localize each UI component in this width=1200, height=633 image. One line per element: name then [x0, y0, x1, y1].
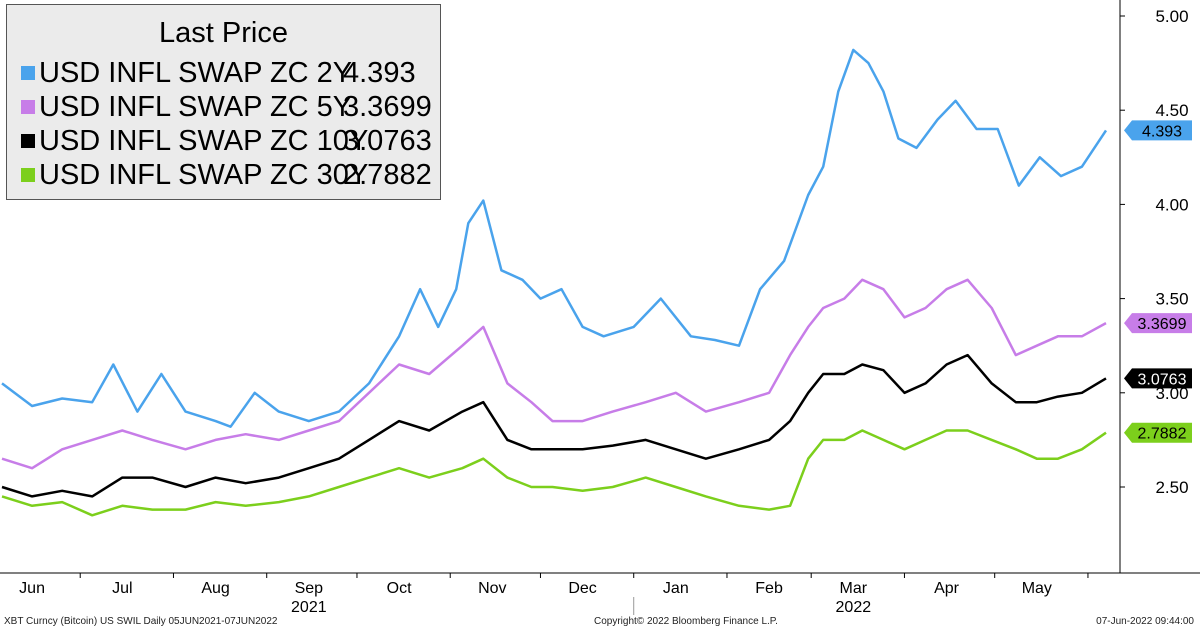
last-value-label: 4.393 [1142, 123, 1182, 140]
legend-name-2y: USD INFL SWAP ZC 2Y [39, 57, 353, 89]
series-line-0 [1, 48, 1108, 428]
x-tick-label: Jan [663, 580, 689, 597]
legend-name-5y: USD INFL SWAP ZC 5Y [39, 91, 353, 123]
legend-name-10y: USD INFL SWAP ZC 10Y [39, 125, 369, 157]
x-tick-label: Aug [201, 580, 229, 597]
legend-box: Last Price USD INFL SWAP ZC 2Y4.393 USD … [6, 4, 441, 200]
legend-swatch-30y [21, 168, 35, 182]
x-tick-label: Jul [112, 580, 132, 597]
y-tick-label: 3.50 [1155, 290, 1188, 309]
last-value-label: 3.3699 [1138, 316, 1187, 333]
footer-source: XBT Curncy (Bitcoin) US SWIL Daily 05JUN… [4, 616, 278, 627]
legend-item-30y: USD INFL SWAP ZC 30Y2.7882 [21, 159, 432, 193]
y-tick-label: 3.00 [1155, 384, 1188, 403]
last-value-tag [1124, 313, 1192, 334]
footer-timestamp: 07-Jun-2022 09:44:00 [1096, 616, 1194, 627]
legend-value-5y: 3.3699 [343, 91, 432, 123]
legend-value-30y: 2.7882 [343, 159, 432, 191]
last-value-tag [1124, 422, 1192, 443]
x-tick-label: Apr [934, 580, 960, 597]
y-tick-label: 5.00 [1155, 7, 1188, 26]
legend-value-2y: 4.393 [343, 57, 416, 89]
last-value-label: 3.0763 [1138, 371, 1187, 388]
series-line-1 [1, 278, 1107, 470]
year-label: 2021 [291, 599, 327, 616]
series-line-3 [1, 429, 1107, 517]
x-tick-label: Feb [755, 580, 783, 597]
last-value-tag [1124, 368, 1192, 389]
last-value-label: 2.7882 [1138, 426, 1187, 443]
footer-copyright: Copyright© 2022 Bloomberg Finance L.P. [594, 616, 778, 627]
legend-item-10y: USD INFL SWAP ZC 10Y3.0763 [21, 125, 432, 159]
y-tick-label: 4.00 [1155, 195, 1188, 214]
x-tick-label: Mar [840, 580, 868, 597]
legend-swatch-2y [21, 66, 35, 80]
last-value-labels: 4.393 3.3699 3.0763 2.7882 [1124, 120, 1192, 443]
x-axis: Jun Jul Aug Sep Oct Nov Dec Jan Feb Mar Apr May 2021… [0, 572, 1200, 616]
x-tick-label: Oct [387, 580, 412, 597]
x-tick-label: Dec [568, 580, 596, 597]
legend-item-2y: USD INFL SWAP ZC 2Y4.393 [21, 57, 416, 91]
x-tick-label: Nov [478, 580, 506, 597]
legend-swatch-5y [21, 100, 35, 114]
legend-value-10y: 3.0763 [343, 125, 432, 157]
legend-title: Last Price [159, 17, 288, 49]
x-tick-label: Jun [19, 580, 45, 597]
y-tick-label: 4.50 [1155, 101, 1188, 120]
x-tick-label: Sep [295, 580, 324, 597]
legend-item-5y: USD INFL SWAP ZC 5Y3.3699 [21, 91, 432, 125]
y-axis: 5.00 4.50 4.00 3.50 3.00 2.50 [1119, 0, 1189, 573]
legend-swatch-10y [21, 134, 35, 148]
series-line-2 [1, 353, 1107, 498]
legend-name-30y: USD INFL SWAP ZC 30Y [39, 159, 369, 191]
x-tick-label: May [1022, 580, 1052, 597]
last-value-tag [1124, 120, 1192, 141]
y-tick-label: 2.50 [1155, 478, 1188, 497]
year-label: 2022 [836, 599, 872, 616]
